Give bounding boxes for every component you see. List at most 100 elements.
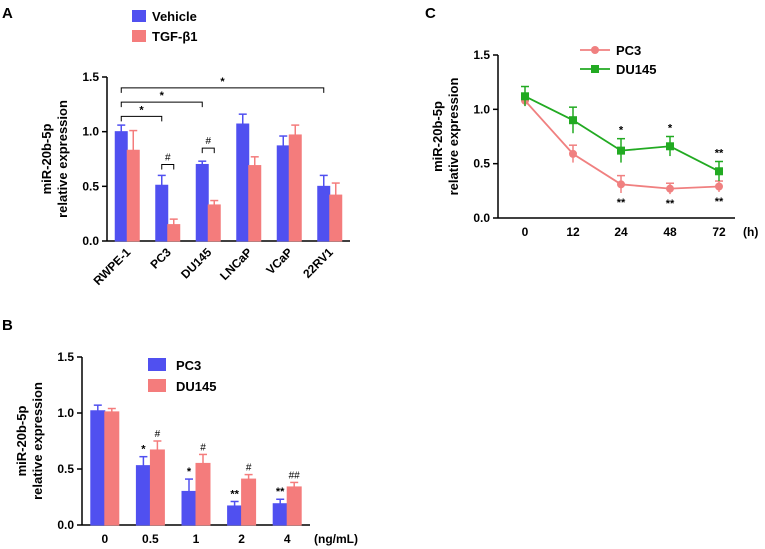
chart-c-ytick-label: 0.5 xyxy=(473,157,490,171)
chart-c-sig-label: ** xyxy=(715,196,724,208)
panel-label-c: C xyxy=(425,5,436,22)
chart-b-sig-label: # xyxy=(155,429,161,440)
chart-c-sig-label: * xyxy=(668,123,673,135)
panel-label-a: A xyxy=(2,5,13,22)
chart-b-ytick-label: 0.5 xyxy=(57,462,74,476)
chart-a-sig-bracket xyxy=(120,101,203,108)
chart-b-ytick-label: 1.0 xyxy=(57,406,74,420)
chart-b-ylabel-line1: miR-20b-5p xyxy=(14,406,29,477)
chart-b-ytick-label: 0.0 xyxy=(57,518,74,532)
chart-c-ylabel-line2: relative expression xyxy=(446,78,461,196)
chart-c-ytick-label: 0.0 xyxy=(473,211,490,225)
chart-c-sig-label: * xyxy=(619,125,624,137)
chart-a-xtick-label: 22RV1 xyxy=(300,245,336,281)
chart-c-legend-marker xyxy=(591,65,599,73)
chart-c-xtick-label: 12 xyxy=(566,225,580,239)
chart-a-legend-label: Vehicle xyxy=(152,9,197,24)
chart-c-point-du145 xyxy=(569,116,577,125)
chart-a-bar-tgf1-pc3 xyxy=(167,224,181,242)
chart-a-ytick-label: 0.0 xyxy=(82,234,99,248)
chart-c-point-pc3 xyxy=(666,184,674,193)
chart-a-ylabel-line1: miR-20b-5p xyxy=(39,124,54,195)
chart-c-xtick-label: 48 xyxy=(663,225,677,239)
chart-c-ytick-label: 1.5 xyxy=(473,48,490,62)
chart-b-legend-label: PC3 xyxy=(176,358,201,373)
chart-c-legend-marker xyxy=(591,46,599,54)
chart-b-sig-label: ** xyxy=(276,486,285,498)
chart-b-bar-pc3-0_5 xyxy=(135,465,151,526)
chart-c-ytick-label: 1.0 xyxy=(473,102,490,116)
chart-a-bar-vehicle-vcap xyxy=(276,145,290,242)
chart-b-bar-pc3-4 xyxy=(272,503,288,526)
chart-a-xtick-label: LNCaP xyxy=(217,245,255,283)
chart-a-sig-label: * xyxy=(220,76,225,88)
chart-a-ytick-label: 0.5 xyxy=(82,179,99,193)
chart-a-sig-label: # xyxy=(165,152,171,163)
chart-b-xtick-label: 1 xyxy=(193,532,200,546)
chart-b-bar-du145-4 xyxy=(286,486,302,526)
chart-b-bar-du145-1 xyxy=(195,462,211,526)
chart-b-xtick-label: 0.5 xyxy=(142,532,159,546)
chart-a-bar-vehicle-lncap xyxy=(236,123,250,242)
chart-b-bar-pc3-2 xyxy=(227,505,243,526)
chart-a-ytick-label: 1.0 xyxy=(82,125,99,139)
chart-a-bar-vehicle-du145 xyxy=(195,163,209,242)
chart-b-ylabel-line2: relative expression xyxy=(30,382,45,500)
chart-a-bar-tgf1-22rv1 xyxy=(329,194,343,242)
chart-c-legend-label: DU145 xyxy=(616,62,656,77)
chart-a-xtick-label: DU145 xyxy=(178,245,215,282)
chart-b-sig-label: * xyxy=(141,444,146,456)
chart-a-ylabel-line2: relative expression xyxy=(55,100,70,218)
chart-c-point-du145 xyxy=(715,167,723,176)
chart-c-point-pc3 xyxy=(617,180,625,189)
chart-a-sig-label: * xyxy=(139,104,144,116)
chart-a-sig-bracket xyxy=(120,87,325,93)
chart-b-sig-label: # xyxy=(246,463,252,474)
chart-c-sig-label: ** xyxy=(666,198,675,210)
chart-b-xtick-label: 2 xyxy=(238,532,245,546)
chart-a-bar-vehicle-rwpe-1 xyxy=(114,131,128,242)
chart-b-sig-label: ** xyxy=(230,488,239,500)
chart-a-xtick-label: VCaP xyxy=(263,245,295,277)
chart-c-point-du145 xyxy=(617,146,625,155)
chart-a-ytick-label: 1.5 xyxy=(82,70,99,84)
chart-b-bar-pc3-0 xyxy=(90,410,106,526)
chart-b-sig-label: # xyxy=(200,442,206,453)
chart-c-xtick-label: 0 xyxy=(522,225,529,239)
chart-b: 0.0 0.5 1.0 1.5 miR-20b-5p relative expressio… xyxy=(14,350,358,546)
chart-c-xtick-label: 72 xyxy=(712,225,726,239)
chart-a-sig-label: * xyxy=(160,90,165,102)
chart-c-sig-label: ** xyxy=(715,147,724,159)
chart-b-legend-swatch xyxy=(148,358,166,371)
chart-a-xtick-label: RWPE-1 xyxy=(91,245,134,288)
chart-c-point-pc3 xyxy=(569,149,577,158)
chart-a-sig-bracket xyxy=(120,115,163,122)
chart-b-bar-du145-2 xyxy=(241,478,257,526)
chart-c-legend-label: PC3 xyxy=(616,43,641,58)
chart-b-bar-du145-0 xyxy=(104,411,120,526)
chart-a-legend-swatch xyxy=(132,30,146,42)
chart-a: 0.0 0.5 1.0 1.5 miR-20b-5p relative expressio… xyxy=(39,9,350,288)
chart-b-legend-swatch xyxy=(148,379,166,392)
chart-c-point-du145 xyxy=(521,92,529,101)
chart-c-x-unit: (h) xyxy=(743,225,758,239)
chart-a-xtick-label: PC3 xyxy=(147,245,174,272)
chart-c-xtick-label: 24 xyxy=(614,225,628,239)
chart-a-sig-label: # xyxy=(205,136,211,147)
panel-label-b: B xyxy=(2,317,13,334)
chart-c-ylabel-line1: miR-20b-5p xyxy=(430,101,445,172)
chart-a-sig-bracket xyxy=(201,147,215,154)
chart-a-bar-tgf1-rwpe-1 xyxy=(126,149,140,242)
chart-a-bar-tgf1-du145 xyxy=(207,204,221,242)
chart-c-point-pc3 xyxy=(715,182,723,191)
chart-a-bar-vehicle-22rv1 xyxy=(317,185,331,242)
chart-c-point-du145 xyxy=(666,142,674,151)
chart-b-sig-label: ## xyxy=(289,470,301,481)
chart-b-ytick-label: 1.5 xyxy=(57,350,74,364)
chart-b-bar-du145-0_5 xyxy=(149,449,165,526)
chart-c-sig-label: ** xyxy=(617,197,626,209)
chart-c: 0.0 0.5 1.0 1.5 miR-20b-5p relative expressio… xyxy=(430,43,758,239)
chart-b-bar-pc3-1 xyxy=(181,490,197,526)
chart-b-legend-label: DU145 xyxy=(176,379,216,394)
